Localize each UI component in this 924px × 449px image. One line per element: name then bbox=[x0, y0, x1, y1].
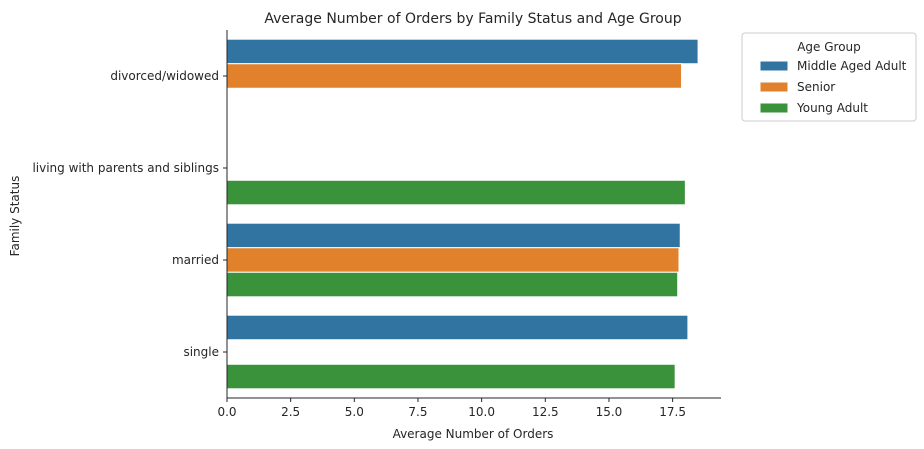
legend-swatch bbox=[759, 60, 789, 72]
y-tick-label: married bbox=[172, 253, 219, 267]
x-tick-label: 0.0 bbox=[217, 405, 236, 419]
bar bbox=[226, 179, 686, 206]
legend-label: Senior bbox=[797, 80, 835, 94]
y-tick-label: divorced/widowed bbox=[110, 69, 219, 83]
bar bbox=[226, 38, 699, 65]
x-axis-label: Average Number of Orders bbox=[393, 427, 554, 441]
plot-area: divorced/widowed living with parents and … bbox=[32, 30, 721, 419]
x-tick-label: 17.5 bbox=[659, 405, 686, 419]
x-tick-label: 10.0 bbox=[468, 405, 495, 419]
x-tick-label: 2.5 bbox=[281, 405, 300, 419]
bar bbox=[226, 271, 679, 298]
y-tick-label: single bbox=[183, 345, 219, 359]
legend-swatch bbox=[759, 81, 789, 93]
legend-frame bbox=[741, 32, 917, 122]
bar bbox=[226, 363, 676, 390]
bar bbox=[226, 63, 683, 89]
legend-swatch bbox=[759, 102, 789, 114]
x-tick-label: 5.0 bbox=[345, 405, 364, 419]
legend: Age Group Middle Aged Adult Senior Young A… bbox=[741, 32, 917, 122]
x-tick-label: 7.5 bbox=[408, 405, 427, 419]
legend-label: Young Adult bbox=[796, 101, 868, 115]
chart-title: Average Number of Orders by Family Statu… bbox=[264, 11, 681, 27]
legend-title: Age Group bbox=[797, 40, 861, 54]
x-tick-label: 12.5 bbox=[532, 405, 559, 419]
bar bbox=[226, 222, 681, 249]
legend-label: Middle Aged Adult bbox=[797, 59, 907, 73]
bar bbox=[226, 314, 689, 341]
y-axis-label: Family Status bbox=[8, 176, 22, 257]
y-tick-label: living with parents and siblings bbox=[32, 161, 219, 175]
x-tick-label: 15.0 bbox=[596, 405, 623, 419]
bar bbox=[226, 247, 680, 273]
